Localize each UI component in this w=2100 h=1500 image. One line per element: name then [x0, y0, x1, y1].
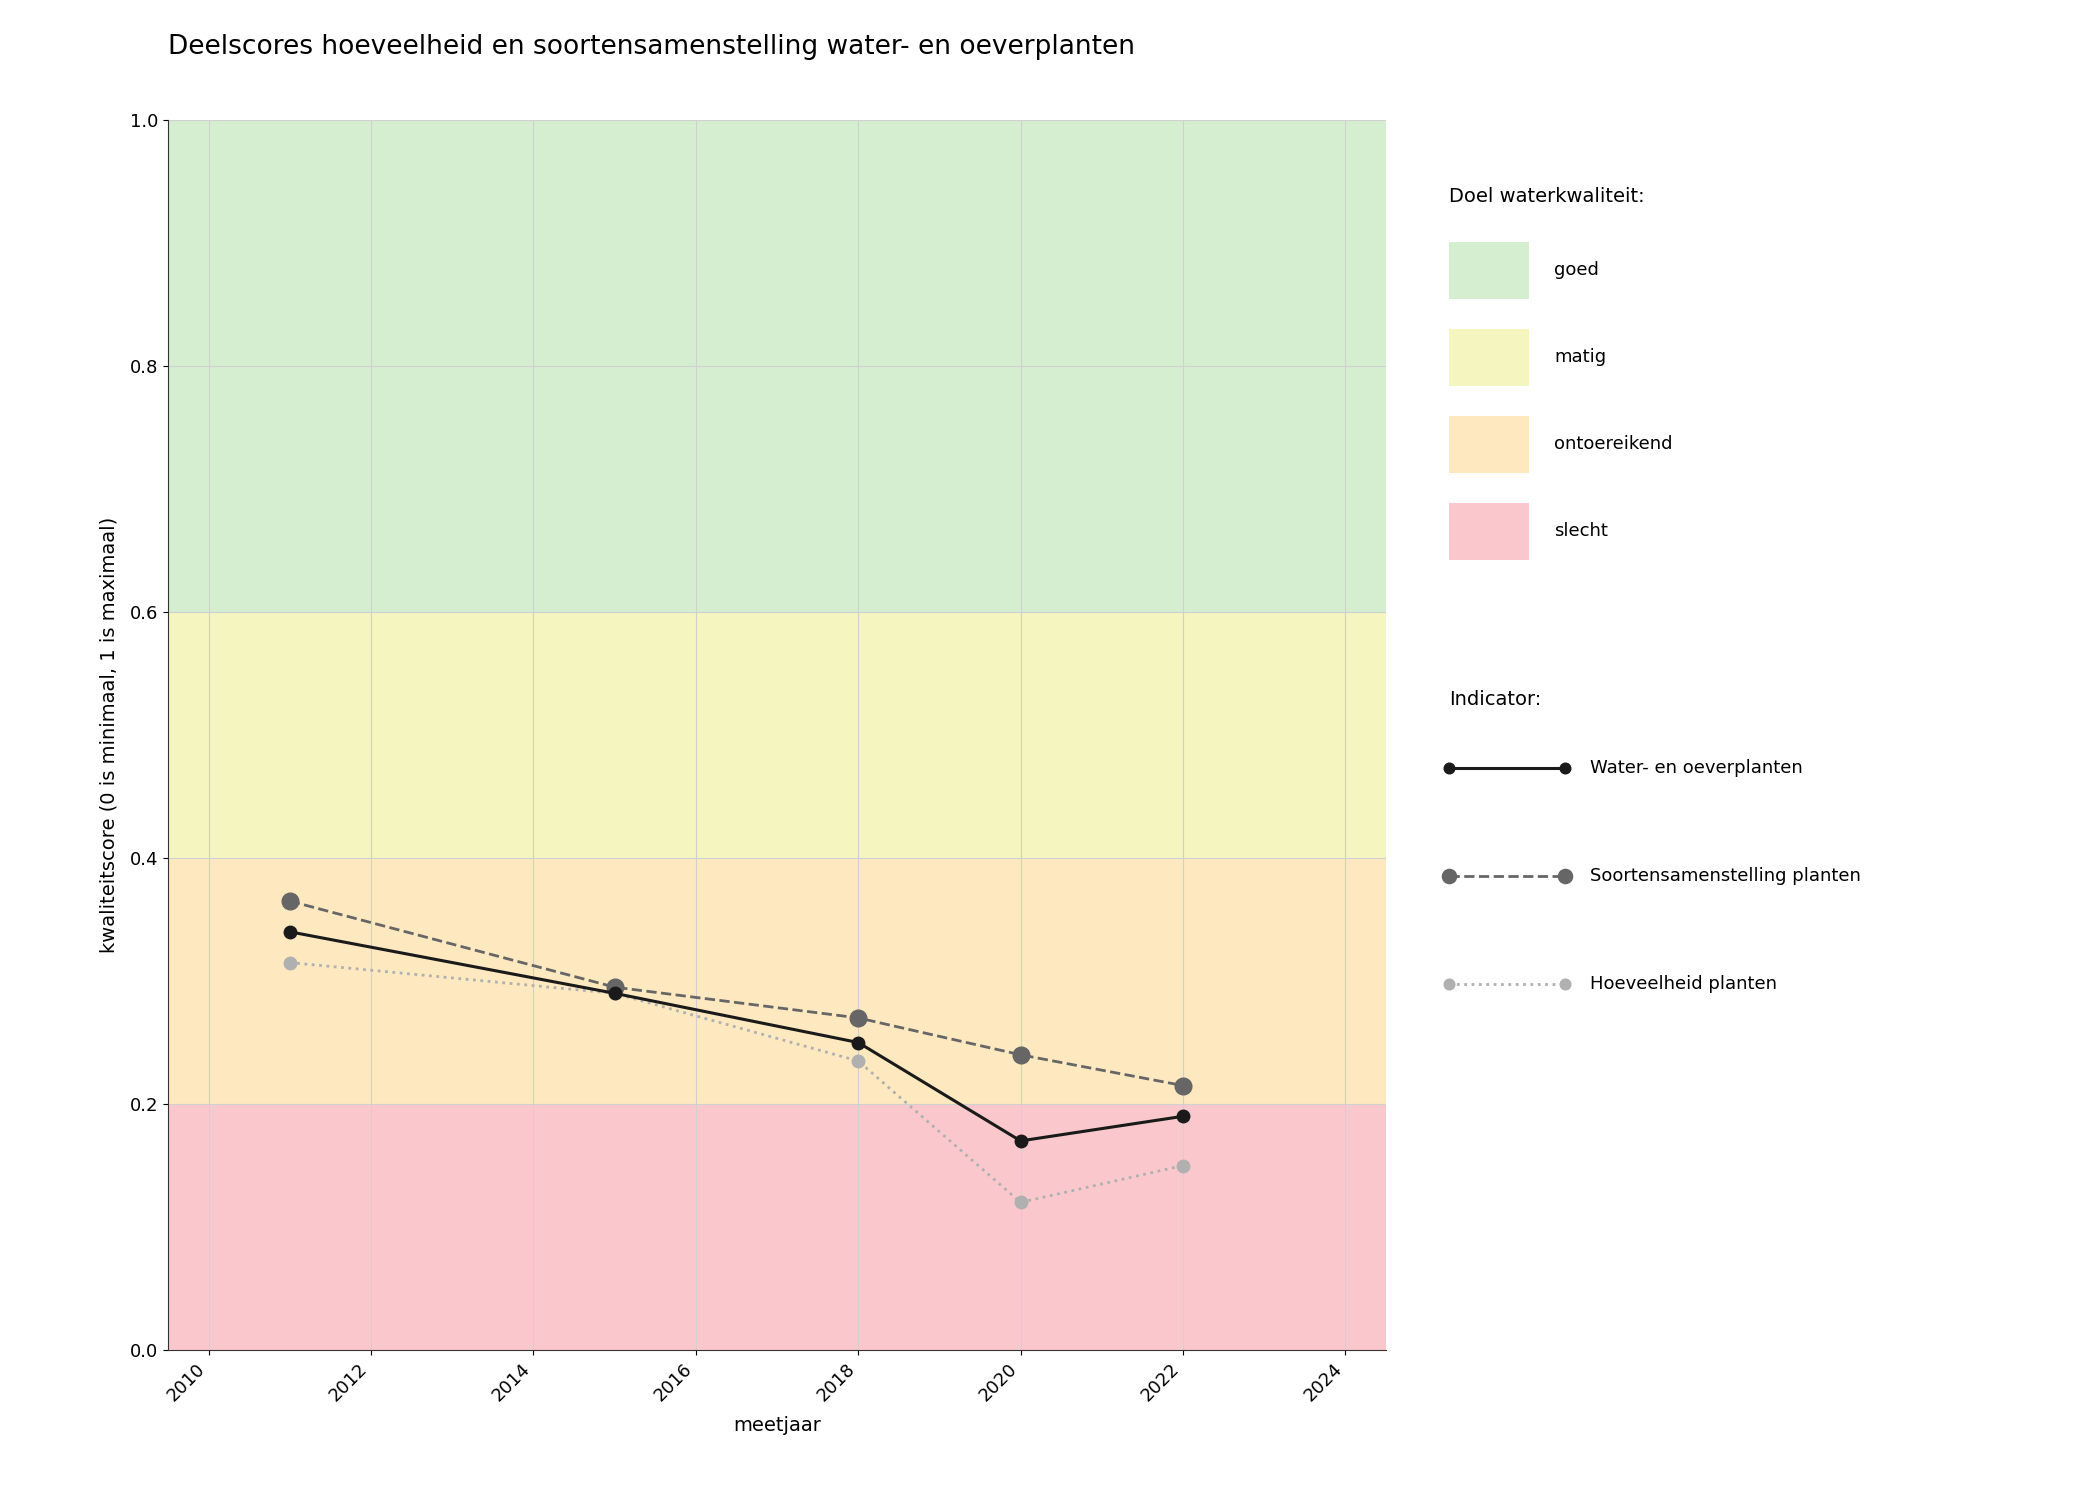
Text: ontoereikend: ontoereikend	[1554, 435, 1672, 453]
Text: slecht: slecht	[1554, 522, 1609, 540]
Text: Soortensamenstelling planten: Soortensamenstelling planten	[1590, 867, 1861, 885]
Text: matig: matig	[1554, 348, 1606, 366]
Bar	[168, 120, 1386, 612]
Text: Indicator:: Indicator:	[1449, 690, 1541, 709]
Bar	[168, 1104, 1386, 1350]
Text: Hoeveelheid planten: Hoeveelheid planten	[1590, 975, 1777, 993]
Y-axis label: kwaliteitscore (0 is minimaal, 1 is maximaal): kwaliteitscore (0 is minimaal, 1 is maxi…	[99, 518, 120, 952]
Bar	[168, 612, 1386, 858]
Bar	[168, 858, 1386, 1104]
Text: Water- en oeverplanten: Water- en oeverplanten	[1590, 759, 1802, 777]
Text: goed: goed	[1554, 261, 1598, 279]
Text: Deelscores hoeveelheid en soortensamenstelling water- en oeverplanten: Deelscores hoeveelheid en soortensamenst…	[168, 34, 1134, 60]
X-axis label: meetjaar: meetjaar	[733, 1416, 821, 1436]
Text: Doel waterkwaliteit:: Doel waterkwaliteit:	[1449, 188, 1644, 207]
